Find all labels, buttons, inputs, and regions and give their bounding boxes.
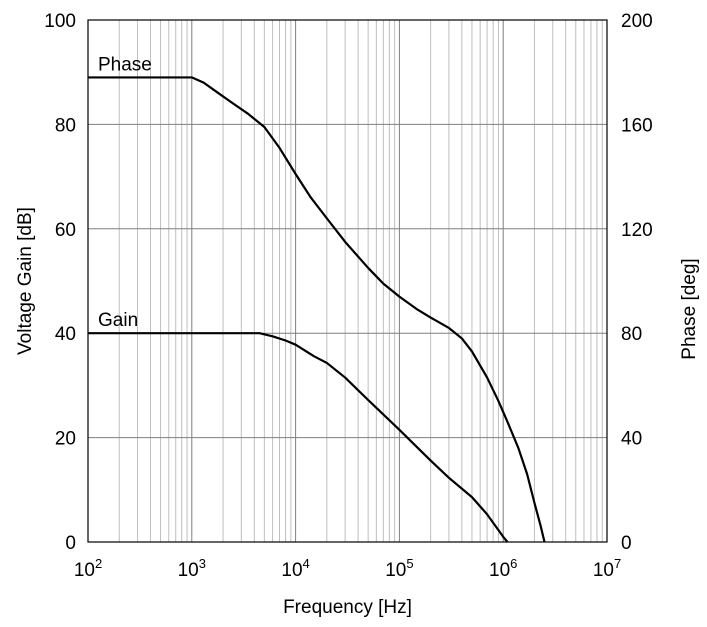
x-tick-label: 104 [281, 556, 309, 581]
series-line-gain [88, 332, 509, 543]
grid [87, 19, 608, 543]
series-label-gain: Gain [98, 310, 138, 331]
y-tick-label-left: 80 [55, 115, 76, 136]
y-tick-label-left: 40 [55, 324, 76, 345]
y-tick-label-right: 120 [621, 220, 653, 241]
tick-labels: 0 20 40 60 80 100 0 40 80 120 160 200 102 103 104 105 10… [44, 11, 652, 581]
y-tick-label-left: 0 [65, 533, 76, 554]
y-tick-label-left: 100 [44, 11, 76, 32]
y-tick-label-right: 0 [621, 533, 632, 554]
y-axis-title-right: Phase [deg] [679, 258, 700, 359]
y-tick-label-right: 160 [621, 115, 653, 136]
series-label-phase: Phase [98, 54, 152, 75]
y-tick-label-right: 40 [621, 429, 642, 450]
x-tick-label: 105 [385, 556, 413, 581]
plot-frame [87, 19, 608, 543]
y-tick-label-left: 20 [55, 429, 76, 450]
x-tick-label: 103 [178, 556, 206, 581]
y-axis-title-left: Voltage Gain [dB] [15, 207, 36, 355]
y-tick-label-right: 200 [621, 11, 653, 32]
x-tick-label: 106 [489, 556, 517, 581]
y-tick-label-left: 60 [55, 220, 76, 241]
curves [88, 76, 546, 543]
x-tick-label: 102 [74, 556, 102, 581]
y-tick-label-right: 80 [621, 324, 642, 345]
series-labels: Phase Gain [98, 54, 152, 331]
series-line-phase [88, 76, 546, 543]
x-tick-label: 107 [593, 556, 621, 581]
x-axis-title: Frequency [Hz] [283, 597, 412, 618]
